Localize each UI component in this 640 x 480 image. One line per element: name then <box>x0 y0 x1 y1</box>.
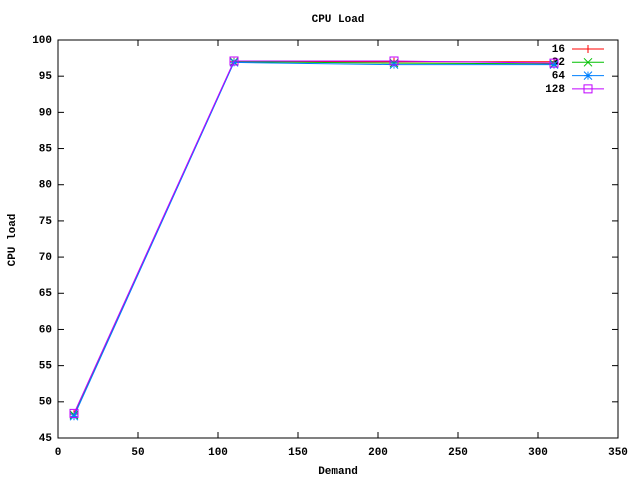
series-line <box>73 60 555 414</box>
x-tick-label: 200 <box>368 447 388 459</box>
legend-label: 128 <box>545 84 565 96</box>
plot-border <box>57 39 619 439</box>
series-line <box>73 61 554 415</box>
y-tick-label: 70 <box>39 252 52 264</box>
x-tick-label: 150 <box>288 447 308 459</box>
y-tick-label: 50 <box>39 397 52 409</box>
legend-marker <box>583 57 593 67</box>
marker <box>69 411 79 421</box>
marker <box>549 60 559 69</box>
legend-marker <box>583 71 593 80</box>
x-tick-label: 300 <box>528 447 548 459</box>
y-tick-label: 45 <box>39 433 53 445</box>
legend-label: 64 <box>552 71 566 83</box>
legend-marker <box>584 45 592 53</box>
x-tick-label: 100 <box>208 447 228 459</box>
y-tick-label: 75 <box>39 216 53 228</box>
marker <box>389 56 399 66</box>
series-line <box>73 61 554 417</box>
marker <box>229 56 239 66</box>
y-tick-label: 95 <box>39 71 53 83</box>
y-tick-label: 85 <box>39 143 53 155</box>
chart-title: CPU Load <box>312 14 365 26</box>
y-tick-label: 100 <box>32 35 52 47</box>
x-tick-label: 0 <box>55 447 62 459</box>
marker <box>229 58 239 67</box>
series-line <box>73 61 555 416</box>
legend-marker <box>583 84 593 94</box>
x-tick-label: 50 <box>131 447 144 459</box>
y-tick-label: 90 <box>39 107 52 119</box>
y-tick-label: 55 <box>39 361 53 373</box>
marker <box>549 58 559 68</box>
y-axis-label: CPU load <box>7 214 19 267</box>
y-tick-label: 60 <box>39 324 52 336</box>
x-axis-label: Demand <box>318 466 358 478</box>
x-tick-label: 250 <box>448 447 468 459</box>
legend-label: 16 <box>552 44 565 56</box>
y-tick-label: 80 <box>39 180 52 192</box>
y-tick-label: 65 <box>39 288 53 300</box>
marker <box>69 408 79 418</box>
x-tick-label: 350 <box>608 447 628 459</box>
